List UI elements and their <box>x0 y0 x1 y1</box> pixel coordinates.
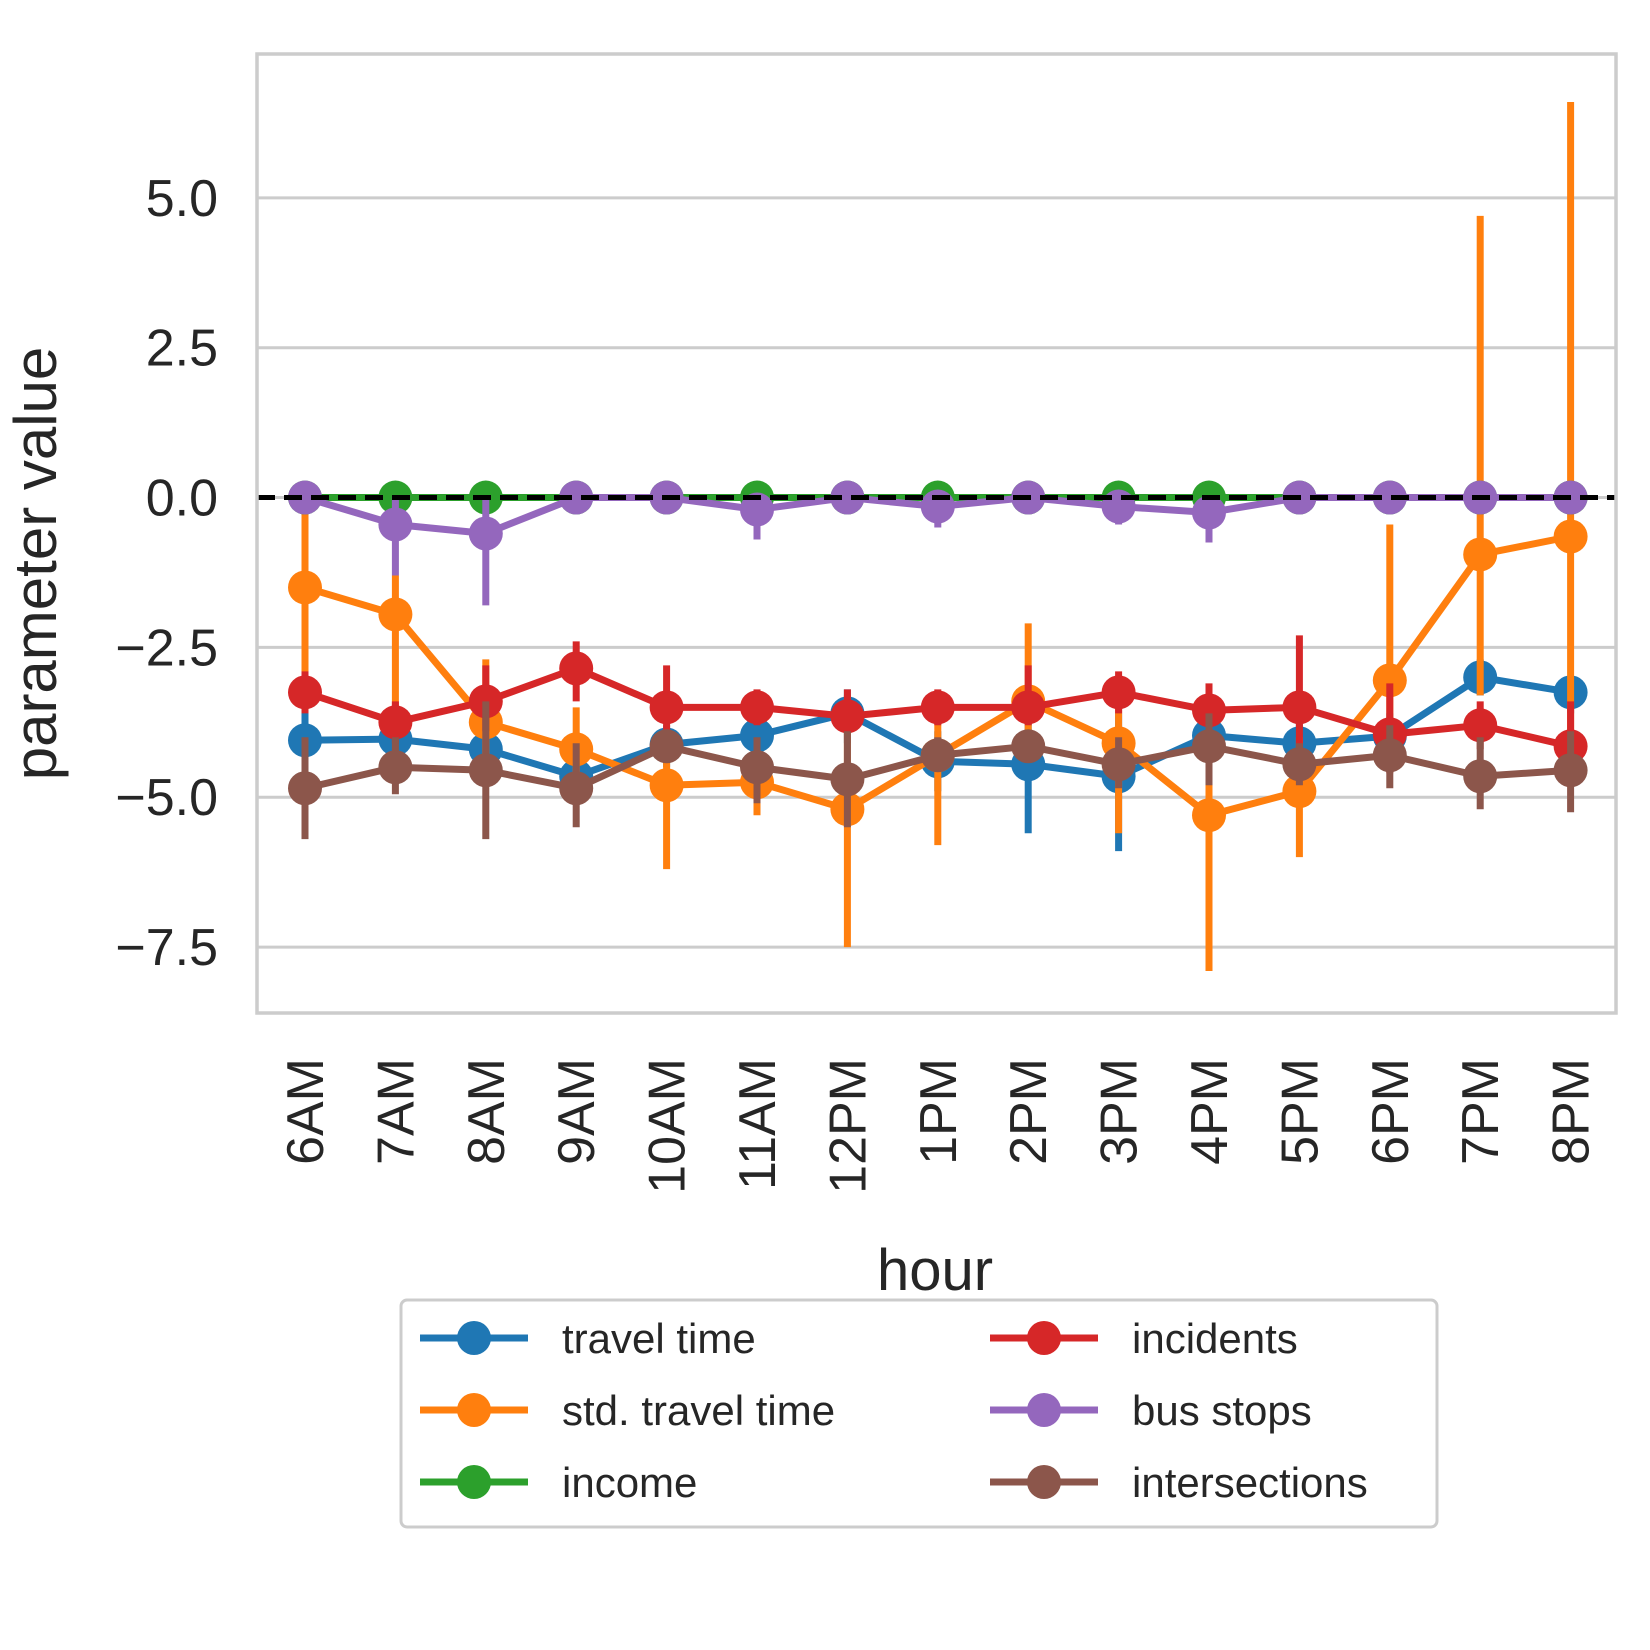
x-tick-label: 9AM <box>548 1058 606 1165</box>
data-point <box>740 718 774 753</box>
data-point <box>740 690 774 725</box>
x-tick-label: 6PM <box>1362 1058 1420 1165</box>
x-axis-label: hour <box>877 1238 993 1303</box>
legend-label: income <box>562 1459 697 1506</box>
legend-item: bus stops <box>990 1387 1312 1434</box>
data-point <box>1101 489 1136 524</box>
data-point <box>920 738 955 773</box>
y-tick-label: −2.5 <box>115 619 218 677</box>
data-point <box>1463 708 1498 743</box>
y-tick-labels: 5.0 2.5 0.0 −2.5 −5.0 −7.5 <box>115 170 218 977</box>
data-point <box>1282 690 1317 725</box>
x-tick-label: 8AM <box>458 1058 516 1165</box>
data-point <box>288 675 322 710</box>
data-point <box>1192 693 1226 728</box>
data-point <box>378 597 413 632</box>
data-point <box>1101 675 1136 710</box>
series-bus-stops <box>288 480 1588 606</box>
data-point <box>649 690 684 725</box>
x-tick-label: 12PM <box>819 1058 877 1194</box>
y-tick-label: 5.0 <box>146 170 218 228</box>
data-point <box>378 750 413 785</box>
x-tick-label: 11AM <box>729 1058 787 1190</box>
legend-item: incidents <box>990 1315 1298 1362</box>
data-point <box>1282 747 1317 782</box>
data-point <box>468 516 503 551</box>
x-tick-label: 2PM <box>1000 1058 1058 1165</box>
y-tick-label: −5.0 <box>115 769 218 827</box>
data-point <box>830 762 865 797</box>
data-point <box>288 570 322 605</box>
data-point <box>1372 480 1407 515</box>
data-point <box>830 699 865 734</box>
legend-box <box>399 1298 1439 1529</box>
data-point <box>559 651 594 686</box>
legend-swatch-marker <box>457 1393 491 1427</box>
y-tick-label: 2.5 <box>146 320 218 378</box>
data-point <box>378 705 413 740</box>
legend-swatch-marker <box>1027 1321 1061 1355</box>
data-point <box>649 729 684 764</box>
legend-swatch-marker <box>457 1465 491 1499</box>
data-point <box>920 690 955 725</box>
y-tick-label: −7.5 <box>115 919 218 977</box>
y-tick-label: 0.0 <box>146 470 218 528</box>
legend-item: intersections <box>990 1459 1368 1506</box>
legend-item: std. travel time <box>420 1387 835 1434</box>
x-tick-label: 4PM <box>1181 1058 1239 1165</box>
x-tick-label: 10AM <box>639 1058 697 1194</box>
plot-frame <box>255 52 1618 1015</box>
data-point <box>1553 753 1588 788</box>
x-tick-label: 7PM <box>1452 1058 1510 1165</box>
series-intersections <box>288 701 1588 840</box>
data-point <box>1463 759 1498 794</box>
x-tick-label: 8PM <box>1543 1058 1601 1165</box>
legend-label: intersections <box>1132 1459 1368 1506</box>
data-point <box>920 489 955 524</box>
data-point <box>1282 774 1317 809</box>
data-point <box>740 492 774 527</box>
legend-label: std. travel time <box>562 1387 835 1434</box>
data-point <box>1372 663 1407 698</box>
legend-label: bus stops <box>1132 1387 1312 1434</box>
data-point <box>1011 690 1046 725</box>
legend-item: travel time <box>420 1315 756 1362</box>
x-tick-labels: 6AM 7AM 8AM 9AM 10AM 11AM 12PM 1PM 2PM 3PM 4PM 5PM 6… <box>277 1058 1601 1194</box>
series-group <box>288 101 1588 972</box>
data-point <box>1192 495 1226 530</box>
data-point <box>378 507 413 542</box>
legend-swatch-marker <box>1027 1393 1061 1427</box>
x-tick-label: 3PM <box>1091 1058 1149 1165</box>
x-tick-label: 7AM <box>367 1058 425 1165</box>
legend: travel time std. travel time income inciden… <box>399 1298 1439 1529</box>
data-point <box>1011 729 1046 764</box>
legend-label: incidents <box>1132 1315 1298 1362</box>
data-point <box>1463 537 1498 572</box>
data-point <box>288 480 322 515</box>
data-point <box>830 480 865 515</box>
x-tick-label: 6AM <box>277 1058 335 1165</box>
data-point <box>1192 798 1226 833</box>
data-point <box>1553 519 1588 554</box>
x-tick-label: 1PM <box>910 1058 968 1165</box>
data-point <box>1372 738 1407 773</box>
x-tick-label: 5PM <box>1271 1058 1329 1165</box>
legend-swatch-marker <box>457 1321 491 1355</box>
data-point <box>559 480 594 515</box>
data-point <box>740 750 774 785</box>
data-point <box>288 771 322 806</box>
data-point <box>649 768 684 803</box>
legend-item: income <box>420 1459 697 1506</box>
data-point <box>1101 747 1136 782</box>
data-point <box>1192 729 1226 764</box>
legend-swatch-marker <box>1027 1465 1061 1499</box>
legend-label: travel time <box>562 1315 756 1362</box>
data-point <box>468 753 503 788</box>
data-point <box>559 771 594 806</box>
y-axis-label: parameter value <box>2 347 69 781</box>
